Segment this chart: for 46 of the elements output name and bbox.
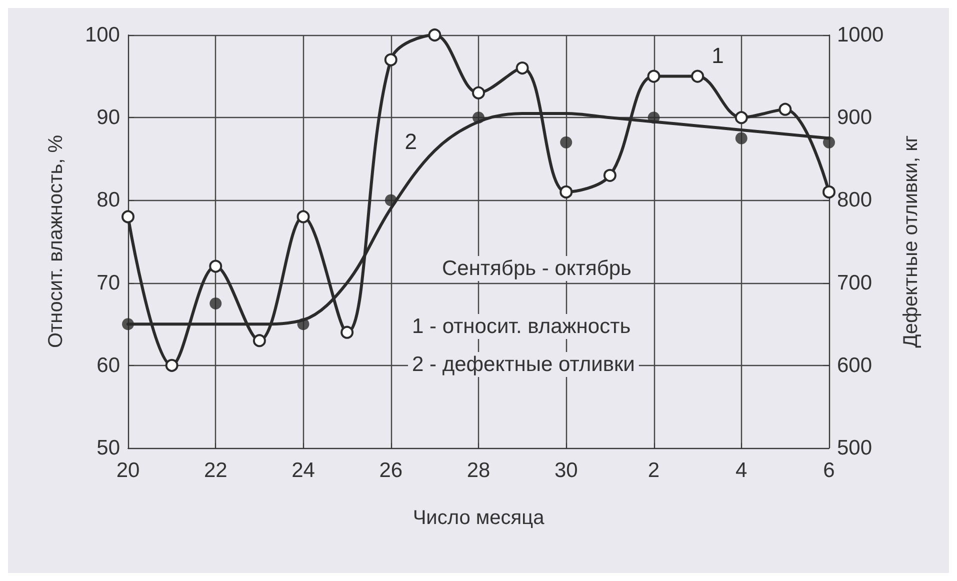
- x-tick-label: 6: [823, 459, 835, 482]
- y-tick-label: 80: [96, 188, 120, 212]
- annotation: 2 - дефектные отливки: [412, 353, 635, 376]
- point: [472, 86, 485, 100]
- point: [340, 326, 354, 339]
- point: [209, 260, 222, 273]
- y-tick-label: 100: [84, 24, 120, 46]
- y-axis-title: Относит. влажность, %: [45, 134, 67, 348]
- point: [122, 210, 134, 224]
- point: [516, 62, 529, 75]
- x-tick-label: 24: [292, 459, 316, 482]
- x-tick-label: 22: [204, 459, 228, 482]
- point: [560, 185, 573, 198]
- series-label: 2: [404, 129, 417, 154]
- annotation: Сентябрь - октябрь: [442, 257, 632, 280]
- point: [603, 168, 616, 182]
- y2-axis-title: Дефектные отливки, кг: [900, 135, 922, 348]
- y-tick-label: 70: [96, 271, 120, 294]
- x-tick-label: 20: [116, 459, 140, 482]
- point: [822, 185, 836, 198]
- point: [296, 210, 310, 224]
- x-tick-label: 28: [466, 459, 490, 482]
- x-tick-label: 30: [554, 459, 578, 482]
- y2-tick-label: 700: [837, 271, 872, 294]
- y-tick-label: 50: [96, 436, 120, 460]
- series-label: 1: [712, 42, 724, 68]
- point: [165, 358, 178, 372]
- y2-tick-label: 500: [837, 436, 872, 460]
- point: [778, 102, 792, 116]
- annotation: 1 - относит. влажность: [412, 315, 631, 338]
- x-tick-label: 4: [736, 459, 748, 482]
- x-axis-title: Число месяца: [412, 507, 546, 529]
- y2-tick-label: 800: [837, 188, 872, 212]
- point: [734, 111, 748, 124]
- point: [691, 70, 704, 83]
- point: [428, 28, 442, 42]
- point: [252, 334, 266, 348]
- y2-tick-label: 600: [837, 354, 872, 377]
- y2-tick-label: 900: [837, 106, 872, 130]
- point: [384, 53, 398, 66]
- y2-tick-label: 1000: [837, 24, 884, 46]
- point: [647, 70, 660, 83]
- y-tick-label: 90: [96, 106, 120, 130]
- x-tick-label: 2: [648, 459, 660, 482]
- y-tick-label: 60: [96, 354, 120, 377]
- x-tick-label: 26: [379, 459, 403, 482]
